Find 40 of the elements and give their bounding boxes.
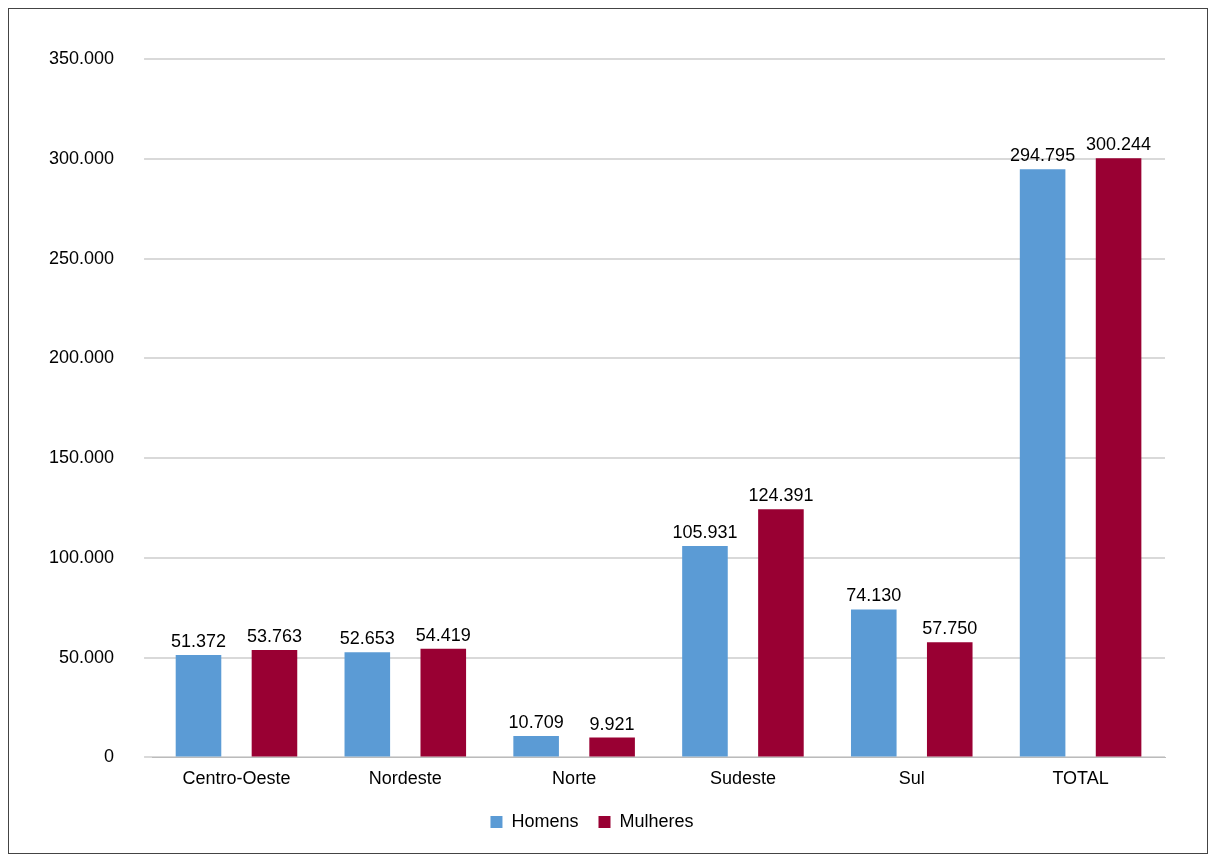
bar	[926, 642, 973, 757]
bar	[682, 546, 728, 757]
bar	[344, 652, 391, 757]
data-label: 53.763	[246, 626, 302, 647]
y-tick-label: 50.000	[59, 646, 115, 667]
bar	[1095, 158, 1142, 757]
data-label: 105.931	[672, 521, 738, 542]
y-tick-label: 150.000	[48, 447, 115, 468]
y-tick-label: 100.000	[48, 546, 115, 567]
y-tick-label: 0	[104, 746, 115, 767]
legend-label: Homens	[511, 810, 579, 831]
x-tick-label: Sul	[898, 768, 925, 789]
bar	[175, 654, 222, 757]
y-tick-label: 200.000	[48, 347, 115, 368]
bar	[589, 737, 635, 757]
data-label: 51.372	[170, 630, 227, 651]
data-label: 52.653	[339, 628, 395, 649]
data-label: 9.921	[589, 713, 635, 734]
bar	[251, 650, 298, 757]
legend-label: Mulheres	[619, 810, 694, 831]
data-label: 124.391	[748, 485, 814, 506]
x-tick-label: Norte	[552, 768, 597, 789]
bar	[758, 509, 804, 757]
data-label: 10.709	[508, 712, 564, 732]
y-tick-label: 350.000	[48, 47, 115, 68]
y-tick-label: 300.000	[48, 147, 115, 168]
bar	[513, 736, 559, 757]
bar	[1019, 169, 1066, 757]
x-tick-label: Nordeste	[368, 768, 442, 789]
bar	[420, 648, 467, 757]
data-label: 57.750	[922, 618, 978, 639]
data-label: 294.795	[1010, 145, 1076, 166]
x-tick-label: Sudeste	[709, 768, 776, 789]
data-label: 54.419	[415, 624, 471, 645]
x-tick-label: Centro-Oeste	[182, 768, 291, 789]
x-tick-label: TOTAL	[1052, 768, 1109, 789]
bar	[850, 609, 897, 757]
y-tick-label: 250.000	[48, 247, 115, 268]
data-label: 74.130	[846, 585, 902, 606]
data-label: 300.244	[1086, 134, 1152, 155]
